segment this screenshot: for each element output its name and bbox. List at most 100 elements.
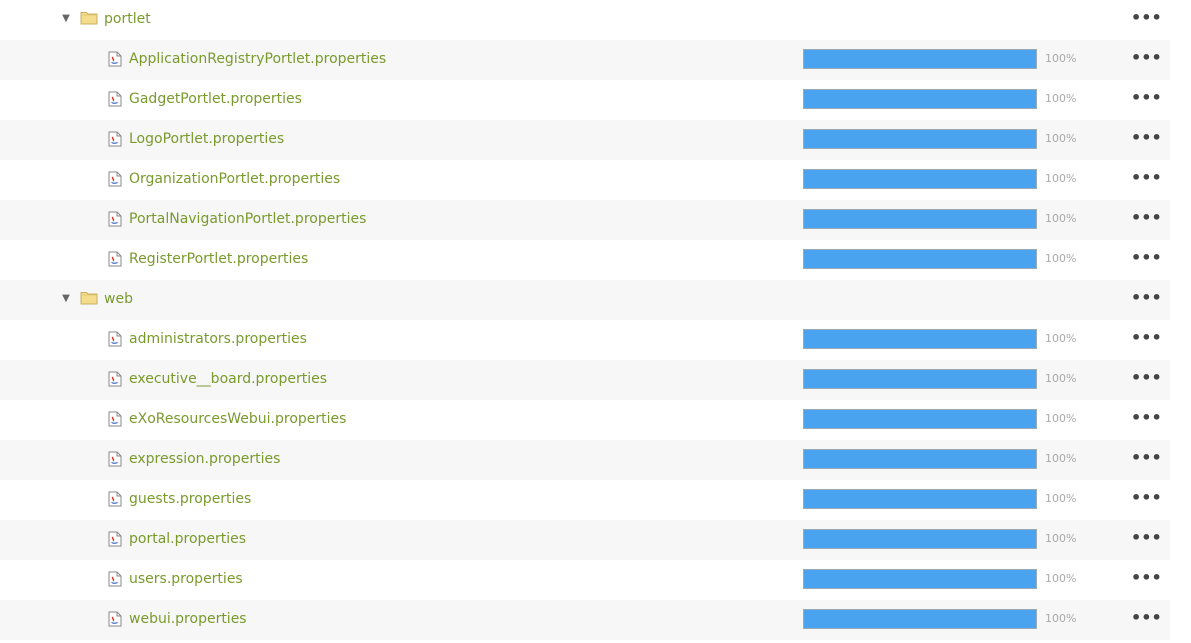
java-properties-file-icon [108,531,122,547]
progress-percent: 100% [1045,252,1077,265]
progress-fill [804,90,1036,108]
progress-bar [803,169,1037,189]
file-row[interactable]: users.properties 100% ••• [0,560,1191,600]
progress-bar [803,569,1037,589]
progress-fill [804,450,1036,468]
file-label[interactable]: administrators.properties [129,331,307,347]
progress-fill [804,570,1036,588]
more-options-icon[interactable]: ••• [1131,528,1162,547]
more-options-icon[interactable]: ••• [1131,368,1162,387]
folder-label[interactable]: portlet [104,11,151,27]
progress-bar [803,449,1037,469]
file-label[interactable]: ApplicationRegistryPortlet.properties [129,51,387,67]
more-options-icon[interactable]: ••• [1131,448,1162,467]
more-options-icon[interactable]: ••• [1131,248,1162,267]
java-properties-file-icon [108,611,122,627]
folder-row[interactable]: ▼ portlet ••• [0,0,1191,40]
file-row[interactable]: LogoPortlet.properties 100% ••• [0,120,1191,160]
progress-fill [804,370,1036,388]
file-label[interactable]: guests.properties [129,491,252,507]
more-options-icon[interactable]: ••• [1131,208,1162,227]
progress-percent: 100% [1045,412,1077,425]
progress-bar [803,209,1037,229]
more-options-icon[interactable]: ••• [1131,608,1162,627]
progress-percent: 100% [1045,212,1077,225]
progress-bar [803,89,1037,109]
progress-percent: 100% [1045,492,1077,505]
java-properties-file-icon [108,371,122,387]
file-row[interactable]: portal.properties 100% ••• [0,520,1191,560]
folder-row[interactable]: ▼ web ••• [0,280,1191,320]
more-options-icon[interactable]: ••• [1131,168,1162,187]
folder-icon [80,290,98,305]
more-options-icon[interactable]: ••• [1131,128,1162,147]
triangle-down-icon[interactable]: ▼ [62,293,70,304]
more-options-icon[interactable]: ••• [1131,88,1162,107]
progress-percent: 100% [1045,532,1077,545]
file-label[interactable]: portal.properties [129,531,247,547]
file-label[interactable]: LogoPortlet.properties [129,131,285,147]
progress-percent: 100% [1045,452,1077,465]
progress-percent: 100% [1045,52,1077,65]
more-options-icon[interactable]: ••• [1131,328,1162,347]
file-label[interactable]: GadgetPortlet.properties [129,91,302,107]
file-row[interactable]: PortalNavigationPortlet.properties 100% ••… [0,200,1191,240]
progress-fill [804,210,1036,228]
java-properties-file-icon [108,91,122,107]
file-row[interactable]: RegisterPortlet.properties 100% ••• [0,240,1191,280]
progress-bar [803,249,1037,269]
more-options-icon[interactable]: ••• [1131,408,1162,427]
java-properties-file-icon [108,411,122,427]
java-properties-file-icon [108,571,122,587]
more-options-icon[interactable]: ••• [1131,288,1162,307]
file-row[interactable]: expression.properties 100% ••• [0,440,1191,480]
file-label[interactable]: users.properties [129,571,243,587]
java-properties-file-icon [108,451,122,467]
more-options-icon[interactable]: ••• [1131,568,1162,587]
file-row[interactable]: GadgetPortlet.properties 100% ••• [0,80,1191,120]
file-label[interactable]: PortalNavigationPortlet.properties [129,211,367,227]
more-options-icon[interactable]: ••• [1131,8,1162,27]
progress-fill [804,490,1036,508]
folder-label[interactable]: web [104,291,133,307]
file-label[interactable]: expression.properties [129,451,281,467]
progress-fill [804,170,1036,188]
file-row[interactable]: administrators.properties 100% ••• [0,320,1191,360]
file-row[interactable]: eXoResourcesWebui.properties 100% ••• [0,400,1191,440]
progress-percent: 100% [1045,332,1077,345]
file-row[interactable]: executive__board.properties 100% ••• [0,360,1191,400]
java-properties-file-icon [108,51,122,67]
file-row[interactable]: OrganizationPortlet.properties 100% ••• [0,160,1191,200]
progress-fill [804,330,1036,348]
file-label[interactable]: eXoResourcesWebui.properties [129,411,347,427]
folder-icon [80,10,98,25]
progress-percent: 100% [1045,132,1077,145]
file-row[interactable]: webui.properties 100% ••• [0,600,1191,640]
progress-fill [804,50,1036,68]
progress-bar [803,489,1037,509]
file-row[interactable]: guests.properties 100% ••• [0,480,1191,520]
progress-bar [803,609,1037,629]
java-properties-file-icon [108,251,122,267]
progress-percent: 100% [1045,612,1077,625]
progress-percent: 100% [1045,372,1077,385]
progress-bar [803,129,1037,149]
file-label[interactable]: OrganizationPortlet.properties [129,171,341,187]
file-row[interactable]: ApplicationRegistryPortlet.properties 100… [0,40,1191,80]
progress-percent: 100% [1045,572,1077,585]
java-properties-file-icon [108,131,122,147]
progress-bar [803,529,1037,549]
more-options-icon[interactable]: ••• [1131,488,1162,507]
file-label[interactable]: RegisterPortlet.properties [129,251,309,267]
progress-percent: 100% [1045,172,1077,185]
triangle-down-icon[interactable]: ▼ [62,13,70,24]
progress-bar [803,369,1037,389]
progress-fill [804,610,1036,628]
progress-fill [804,130,1036,148]
file-label[interactable]: executive__board.properties [129,371,328,387]
more-options-icon[interactable]: ••• [1131,48,1162,67]
progress-bar [803,409,1037,429]
file-label[interactable]: webui.properties [129,611,247,627]
progress-bar [803,49,1037,69]
